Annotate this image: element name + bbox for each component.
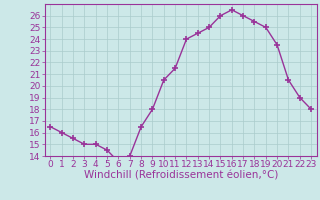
X-axis label: Windchill (Refroidissement éolien,°C): Windchill (Refroidissement éolien,°C) (84, 171, 278, 181)
